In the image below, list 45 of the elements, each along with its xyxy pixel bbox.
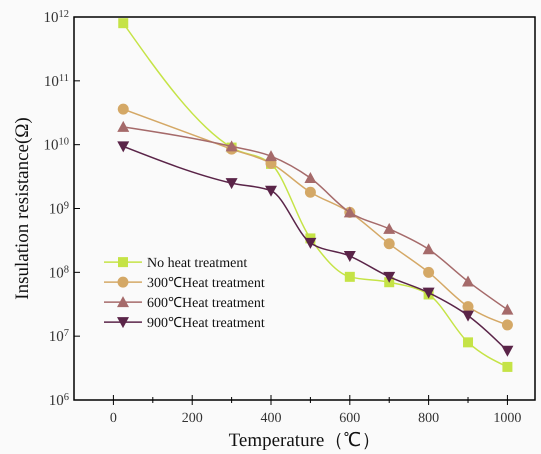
y-tick-label: 10$^{9}$ <box>48 200 69 218</box>
point <box>304 238 316 249</box>
point <box>265 186 278 197</box>
point <box>462 301 474 312</box>
point <box>304 186 316 198</box>
y-tick-label: 10$^{10}$ <box>44 136 69 154</box>
y-tick-label: 10$^{7}$ <box>48 328 69 346</box>
point <box>501 346 514 357</box>
y-tick-label: 10$^{8}$ <box>48 264 69 282</box>
point <box>384 238 395 250</box>
x-tick-label: 1000 <box>493 411 522 426</box>
point <box>383 222 396 234</box>
point <box>462 275 474 286</box>
point <box>226 178 238 190</box>
point <box>383 272 396 283</box>
legend-label: 300℃Heat treatment <box>147 276 265 292</box>
point <box>117 141 130 152</box>
point <box>344 251 356 262</box>
y-tick-label: 10$^{6}$ <box>48 392 69 409</box>
y-tick-label: 10$^{12}$ <box>44 8 69 26</box>
point <box>265 150 278 162</box>
point <box>462 310 474 322</box>
legend-label: 600℃Heat treatment <box>147 296 265 312</box>
x-axis-title: Temperature（℃） <box>228 430 380 451</box>
point <box>304 172 316 184</box>
point <box>501 304 514 315</box>
x-tick-label: 200 <box>182 411 203 426</box>
point <box>423 266 434 278</box>
point <box>117 120 130 132</box>
legend-label: No heat treatment <box>147 256 248 272</box>
x-tick-label: 600 <box>339 411 360 426</box>
point <box>502 319 513 330</box>
point <box>118 104 129 115</box>
x-tick-label: 0 <box>110 411 117 426</box>
legend-label: 900℃Heat treatment <box>147 316 265 332</box>
x-tick-label: 800 <box>418 411 440 426</box>
x-tick-label: 400 <box>260 411 282 426</box>
y-tick-label: 10$^{11}$ <box>44 72 69 90</box>
point <box>422 243 435 254</box>
point <box>226 140 238 152</box>
y-axis-title: Insulation resistance(Ω) <box>12 117 33 300</box>
point <box>344 272 355 282</box>
point <box>502 362 512 372</box>
point <box>463 337 474 348</box>
point <box>118 18 128 28</box>
